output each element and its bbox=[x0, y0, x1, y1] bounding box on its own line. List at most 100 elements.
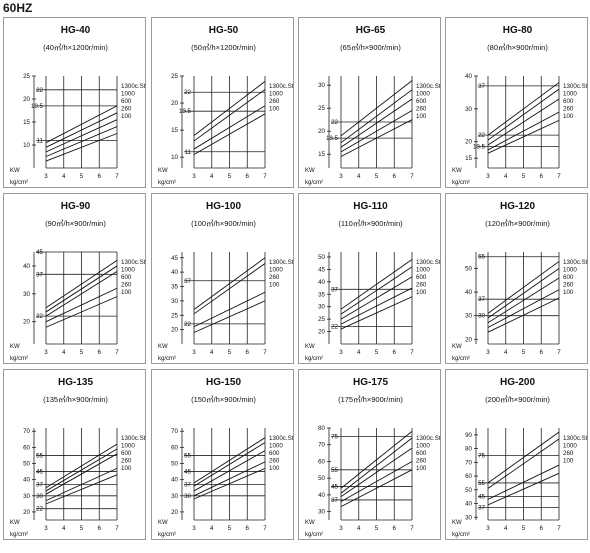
chart-subtitle: (100㎥/h×900r/min) bbox=[191, 219, 256, 228]
reference-label: 75 bbox=[478, 452, 485, 459]
x-tick-label: 6 bbox=[393, 349, 397, 356]
series-label: 1000 bbox=[416, 443, 430, 450]
series-line bbox=[45, 271, 118, 317]
y-tick-label: 10 bbox=[23, 142, 30, 149]
series-line bbox=[340, 276, 413, 320]
y-tick-label: 45 bbox=[318, 266, 325, 273]
x-tick-label: 4 bbox=[62, 173, 66, 180]
reference-label: 45 bbox=[184, 469, 191, 476]
y-tick-label: 70 bbox=[318, 442, 325, 449]
series-label: 260 bbox=[416, 282, 427, 289]
x-tick-label: 6 bbox=[540, 173, 544, 180]
reference-label: 55 bbox=[478, 254, 485, 261]
chart-panel: HG-150 (150㎥/h×900r/min) 20 30 40 50 60 70 30 37 4… bbox=[151, 369, 294, 540]
x-tick-label: 5 bbox=[522, 525, 526, 532]
chart-panel: HG-90 (90㎥/h×900r/min) 20 30 40 22 37 45 3 4 5 6 7 KW… bbox=[3, 193, 146, 364]
chart-svg: HG-50 (50㎥/h×1200r/min) 10 15 20 25 11 18.5 22 3 4… bbox=[158, 25, 294, 186]
y-tick-label: 20 bbox=[465, 336, 472, 343]
x-tick-label: 4 bbox=[62, 525, 66, 532]
y-tick-label: 20 bbox=[318, 128, 325, 135]
series-line bbox=[340, 437, 413, 494]
x-axis-label: kg/cm² bbox=[305, 180, 323, 186]
series-label: 1000 bbox=[121, 91, 135, 98]
series-label: 1000 bbox=[121, 443, 135, 450]
chart-panel: HG-200 (200㎥/h×900r/min) 30 40 50 60 70 80 90 37 4… bbox=[445, 369, 588, 540]
y-tick-label: 50 bbox=[171, 461, 178, 468]
series-label: 600 bbox=[121, 98, 132, 105]
reference-label: 45 bbox=[36, 469, 43, 476]
chart-title: HG-120 bbox=[500, 201, 535, 212]
reference-label: 75 bbox=[331, 433, 338, 440]
series-line bbox=[193, 467, 266, 500]
chart-subtitle: (50㎥/h×1200r/min) bbox=[191, 43, 256, 52]
y-axis-label: KW bbox=[452, 344, 462, 350]
y-tick-label: 20 bbox=[23, 319, 30, 326]
chart-svg: HG-150(150㎥/h×900r/min)20304050607030374… bbox=[158, 377, 294, 538]
y-tick-label: 20 bbox=[23, 96, 30, 103]
series-label: 100 bbox=[563, 458, 574, 465]
chart-subtitle: (80㎥/h×900r/min) bbox=[487, 43, 548, 52]
x-tick-label: 5 bbox=[80, 173, 84, 180]
reference-label: 18.5 bbox=[473, 144, 486, 151]
y-tick-label: 40 bbox=[318, 492, 325, 499]
series-line bbox=[487, 98, 560, 146]
x-tick-label: 7 bbox=[263, 525, 267, 532]
series-label: 1300c.St bbox=[416, 83, 441, 90]
x-tick-label: 3 bbox=[486, 349, 490, 356]
x-tick-label: 5 bbox=[375, 349, 379, 356]
x-axis-label: kg/cm² bbox=[158, 532, 176, 538]
series-label: 260 bbox=[121, 458, 132, 465]
reference-label: 45 bbox=[36, 249, 43, 256]
y-tick-label: 35 bbox=[318, 291, 325, 298]
x-tick-label: 4 bbox=[62, 349, 66, 356]
series-label: 100 bbox=[416, 289, 427, 296]
y-tick-label: 30 bbox=[318, 509, 325, 516]
series-line bbox=[193, 450, 266, 492]
series-line bbox=[487, 438, 560, 489]
reference-label: 55 bbox=[184, 452, 191, 459]
series-line bbox=[340, 259, 413, 310]
reference-label: 30 bbox=[36, 493, 43, 500]
chart-panel: HG-135 (135㎥/h×900r/min) 20 30 40 50 60 70 22 30 3… bbox=[3, 369, 146, 540]
series-label: 1300c.St bbox=[269, 83, 294, 90]
series-line bbox=[193, 461, 266, 497]
series-label: 100 bbox=[563, 113, 574, 120]
x-tick-label: 6 bbox=[246, 525, 250, 532]
series-line bbox=[45, 133, 118, 162]
y-tick-label: 25 bbox=[318, 316, 325, 323]
series-line bbox=[45, 443, 118, 489]
y-tick-label: 40 bbox=[465, 73, 472, 80]
y-axis-label: KW bbox=[10, 520, 20, 526]
series-line bbox=[340, 461, 413, 502]
x-axis-label: kg/cm² bbox=[158, 180, 176, 186]
series-label: 100 bbox=[121, 289, 132, 296]
y-tick-label: 40 bbox=[23, 477, 30, 484]
y-axis-label: KW bbox=[158, 344, 168, 350]
x-tick-label: 7 bbox=[557, 173, 561, 180]
chart-svg: HG-80 (80㎥/h×900r/min) 15 20 30 40 18.5 22 37 3 4 5… bbox=[452, 25, 588, 186]
y-tick-label: 70 bbox=[465, 459, 472, 466]
series-line bbox=[45, 259, 118, 309]
chart-subtitle: (200㎥/h×900r/min) bbox=[485, 395, 550, 404]
y-tick-label: 20 bbox=[23, 509, 30, 516]
y-axis-label: KW bbox=[452, 168, 462, 174]
series-line bbox=[45, 467, 118, 502]
series-line bbox=[193, 105, 266, 150]
series-label: 1300c.St bbox=[121, 259, 146, 266]
series-label: 260 bbox=[563, 282, 574, 289]
series-label: 1300c.St bbox=[416, 435, 441, 442]
y-tick-label: 80 bbox=[318, 425, 325, 432]
y-tick-label: 50 bbox=[465, 487, 472, 494]
series-line bbox=[340, 80, 413, 137]
series-label: 1000 bbox=[563, 267, 577, 274]
x-tick-label: 4 bbox=[210, 525, 214, 532]
series-line bbox=[340, 469, 413, 508]
y-tick-label: 35 bbox=[171, 284, 178, 291]
series-line bbox=[340, 89, 413, 144]
chart-panel: HG-40 (40㎥/h×1200r/min) 10 15 20 25 11 18.5 22 3 4… bbox=[3, 17, 146, 188]
reference-label: 55 bbox=[331, 467, 338, 474]
x-tick-label: 4 bbox=[504, 173, 508, 180]
series-label: 260 bbox=[416, 106, 427, 113]
reference-label: 37 bbox=[478, 296, 485, 303]
chart-subtitle: (150㎥/h×900r/min) bbox=[191, 395, 256, 404]
